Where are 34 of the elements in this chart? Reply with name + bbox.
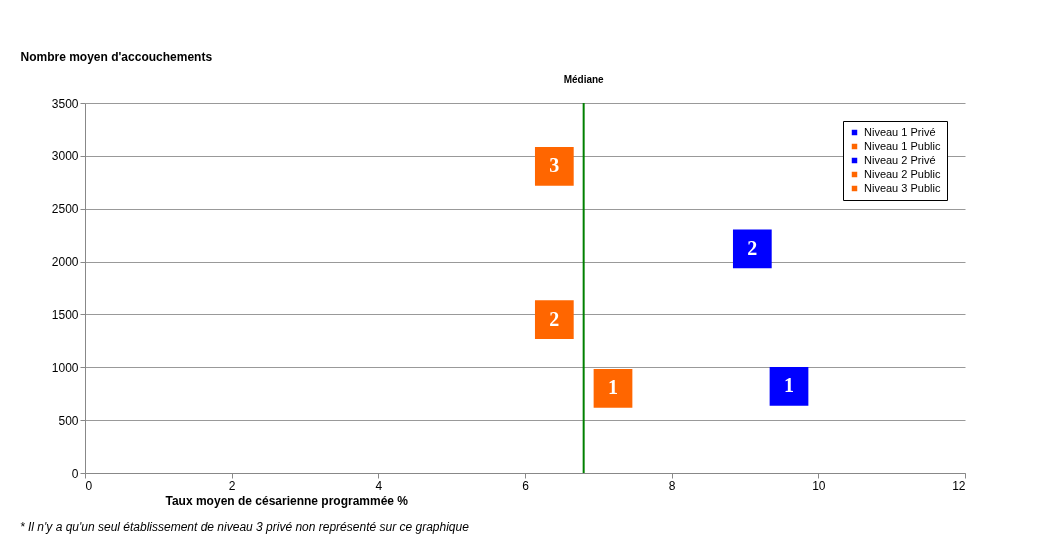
- point: [769, 366, 809, 406]
- x-axis-title: Taux moyen de césarienne programmée %: [165, 493, 409, 508]
- y-tick-label: 500: [58, 413, 79, 428]
- legend-label: Niveau 3 Public: [864, 181, 941, 194]
- annotation: 2: [747, 236, 758, 259]
- point: [534, 147, 574, 186]
- x-tick-label: 10: [812, 478, 826, 493]
- point: [534, 300, 574, 340]
- x-tick-label: 4: [375, 478, 383, 493]
- y-tick-label: 2500: [51, 202, 79, 217]
- y-axis-title: Nombre moyen d'accouchements: [20, 49, 213, 64]
- ref-line-label: Médiane: [563, 74, 605, 85]
- point: [593, 369, 633, 408]
- point: [732, 229, 772, 269]
- x-tick-label: 0: [85, 478, 93, 493]
- x-tick-label: 2: [228, 478, 236, 493]
- legend-label: Niveau 2 Privé: [864, 153, 936, 166]
- legend-label: Niveau 1 Public: [864, 139, 941, 152]
- y-tick-label: 2000: [51, 255, 79, 270]
- annotation: 3: [549, 154, 560, 177]
- x-tick-label: 8: [668, 478, 676, 493]
- legend-label: Niveau 1 Privé: [864, 125, 936, 138]
- x-tick-label: 6: [522, 478, 530, 493]
- y-tick-label: 1500: [51, 307, 79, 322]
- y-tick-label: 1000: [51, 360, 79, 375]
- text: * Il n'y a qu'un seul établissement de niveau 3 privé non représenté sur ce graphique: [20, 520, 470, 534]
- legend-label: Niveau 2 Public: [864, 167, 941, 180]
- x-tick-label: 12: [952, 478, 966, 493]
- annotation: 2: [549, 307, 560, 330]
- y-tick-label: 3500: [51, 96, 79, 111]
- y-tick-label: 3000: [51, 149, 79, 164]
- y-tick-label: 0: [71, 466, 79, 481]
- annotation: 1: [608, 376, 618, 399]
- annotation: 1: [784, 374, 794, 397]
